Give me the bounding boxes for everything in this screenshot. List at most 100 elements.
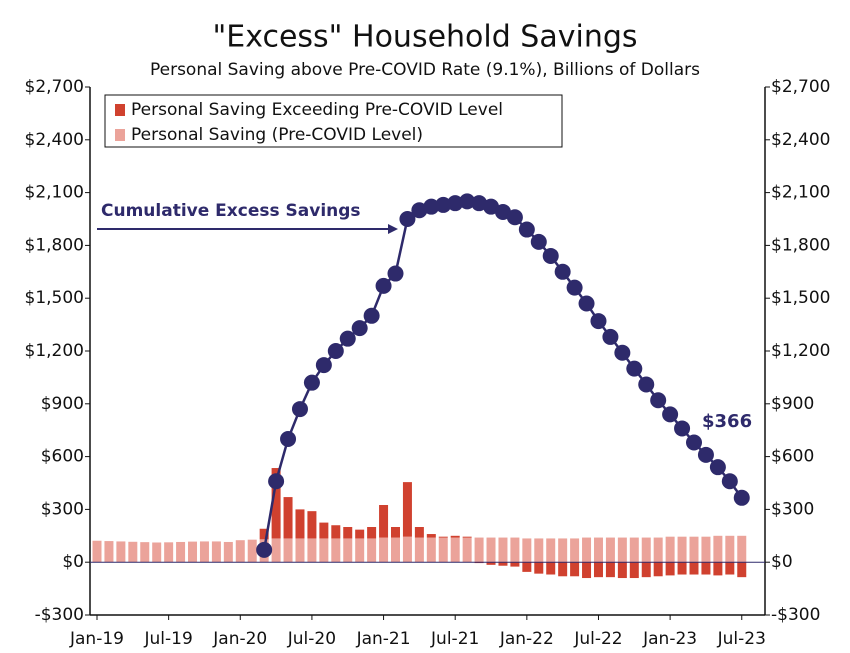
line-dot — [542, 247, 559, 264]
bar — [725, 562, 735, 575]
line-dot — [256, 541, 273, 558]
line-dot — [315, 357, 332, 374]
bar — [331, 525, 341, 539]
x-tick-label: Jan-22 — [499, 629, 554, 649]
bar — [653, 537, 663, 563]
line-dot — [303, 374, 320, 391]
bar — [570, 562, 580, 577]
y2-tick-label: $1,200 — [771, 341, 830, 361]
line-dot — [721, 473, 738, 490]
bar — [271, 468, 281, 539]
y2-tick-label: $300 — [771, 499, 814, 519]
legend-box — [104, 94, 563, 148]
chart-subtitle: Personal Saving above Pre-COVID Rate (9.… — [150, 60, 700, 80]
bar — [391, 537, 400, 563]
line-dot — [614, 344, 631, 361]
legend-label: Personal Saving Exceeding Pre-COVID Leve… — [131, 100, 503, 120]
bar — [450, 537, 460, 563]
bar — [725, 535, 735, 563]
y2-tick-label: -$300 — [771, 605, 820, 625]
bar — [665, 536, 675, 563]
bar — [641, 537, 651, 563]
annotation: $366 — [702, 411, 752, 432]
bar — [605, 537, 615, 563]
bar — [534, 538, 544, 563]
bar — [689, 562, 699, 575]
bar — [582, 537, 592, 563]
bar — [546, 538, 556, 563]
bar — [164, 542, 174, 563]
bar — [462, 536, 472, 538]
line-dot — [638, 376, 655, 393]
bar — [331, 538, 341, 563]
bar — [295, 538, 305, 563]
line-dot — [566, 279, 583, 296]
bar — [379, 537, 389, 563]
x-tick-label: Jul-23 — [717, 629, 766, 649]
y2-tick-label: $2,100 — [771, 183, 830, 203]
y2-tick-label: $1,800 — [771, 235, 830, 255]
bar — [199, 541, 209, 563]
bar — [438, 537, 448, 563]
line-dot — [506, 209, 523, 226]
legend-swatch — [115, 129, 125, 141]
bar — [713, 562, 723, 576]
annotation: Cumulative Excess Savings — [101, 201, 361, 221]
y2-tick-label: $600 — [771, 447, 814, 467]
bar — [307, 511, 317, 539]
bar — [737, 535, 747, 563]
line-dot — [494, 203, 511, 220]
line-dot — [280, 431, 297, 447]
line-dot — [387, 265, 404, 282]
bars — [92, 468, 747, 579]
bar — [665, 562, 675, 576]
y-tick-label: $1,200 — [25, 341, 84, 361]
line-dot — [626, 360, 643, 377]
bar — [104, 541, 114, 563]
bar — [414, 527, 424, 538]
y-tick-label: $300 — [41, 499, 84, 519]
bar — [605, 562, 615, 578]
line-dot — [554, 263, 571, 280]
bar — [713, 535, 723, 563]
x-tick-label: Jan-23 — [642, 629, 697, 649]
bar — [510, 537, 520, 563]
line-dot — [530, 233, 547, 250]
legend-label: Personal Saving (Pre-COVID Level) — [131, 125, 423, 145]
bar — [343, 538, 353, 563]
bar — [355, 529, 365, 539]
bar — [593, 562, 603, 578]
bar — [582, 562, 592, 579]
line-dot — [268, 473, 285, 490]
chart-title: "Excess" Household Savings — [212, 20, 637, 55]
line-dot — [697, 446, 714, 463]
y-tick-label: $1,500 — [25, 288, 84, 308]
line-dot — [709, 459, 726, 476]
line-dot — [363, 307, 380, 324]
bar — [283, 497, 293, 539]
bar — [438, 536, 448, 538]
x-tick-label: Jul-22 — [573, 629, 622, 649]
x-tick-label: Jul-21 — [430, 629, 479, 649]
bar — [379, 505, 389, 538]
bar — [617, 562, 627, 579]
bar — [367, 538, 377, 563]
bar — [355, 538, 365, 563]
line-dot — [590, 313, 607, 330]
line — [262, 200, 743, 551]
bar — [677, 536, 687, 563]
bar — [128, 541, 138, 563]
bar — [402, 536, 412, 563]
line-layer — [256, 193, 750, 558]
y-tick-label: $2,100 — [25, 183, 84, 203]
bar — [653, 562, 663, 577]
y2-tick-label: $2,400 — [771, 130, 830, 150]
bar — [498, 537, 508, 563]
x-tick-label: Jul-19 — [143, 629, 192, 649]
bar — [689, 536, 699, 563]
line-dot — [518, 221, 535, 238]
bar — [188, 541, 198, 563]
line-dot — [686, 434, 702, 451]
bar — [426, 537, 436, 563]
